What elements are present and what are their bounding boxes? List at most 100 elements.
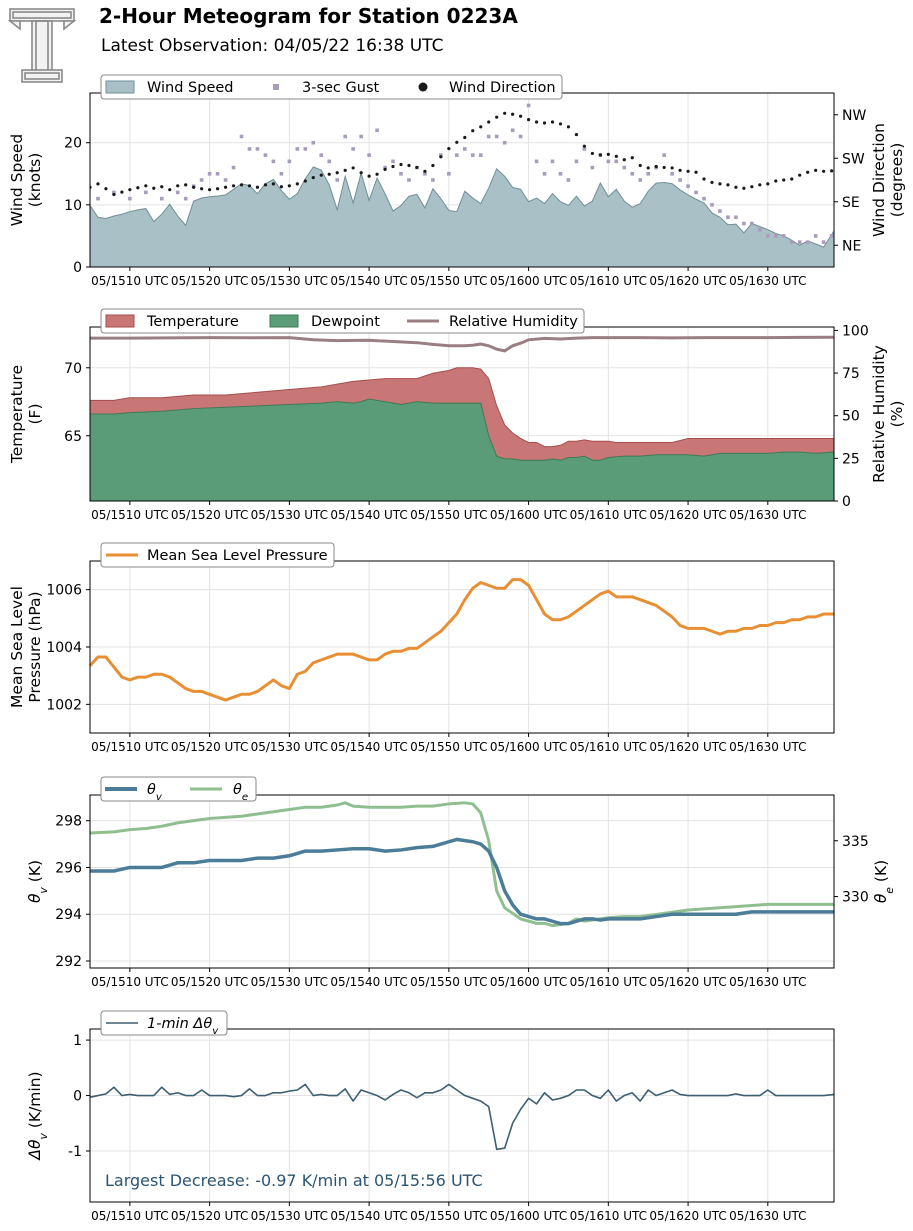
- y-axis-label: Mean Sea Level Pressure (hPa): [8, 586, 44, 708]
- legend-label: Temperature: [146, 314, 239, 330]
- legend: Temperature Dewpoint Relative Humidity: [100, 308, 585, 334]
- y-tick-label: 65: [64, 429, 82, 445]
- theta-v-line: [90, 837, 834, 926]
- y2-tick-label: 100: [842, 323, 869, 339]
- gust-point: [718, 209, 722, 213]
- x-tick-label: 05/1520 UTC: [171, 274, 248, 288]
- y-tick-label: 0: [73, 260, 82, 276]
- gust-point: [478, 153, 483, 157]
- direction-point: [359, 171, 363, 175]
- legend-swatch: [269, 314, 299, 328]
- legend: Wind Speed 3-sec Gust Wind Direction: [100, 74, 563, 100]
- y-axis-label-line: (F): [26, 403, 44, 424]
- direction-point: [319, 173, 323, 177]
- x-tick-label: 05/1510 UTC: [91, 274, 168, 288]
- y-axis-label: Temperature (F): [8, 365, 44, 464]
- y-tick-label: 296: [55, 860, 82, 876]
- gust-point: [781, 234, 786, 238]
- y2-axis-label: Relative Humidity (%): [870, 345, 906, 483]
- direction-point: [383, 167, 387, 171]
- legend-label: Wind Direction: [449, 80, 556, 96]
- plot-frame: [89, 794, 835, 969]
- direction-point: [447, 146, 451, 151]
- x-tick-label: 05/1530 UTC: [251, 508, 328, 522]
- gust-point: [383, 165, 387, 170]
- gust-point: [303, 147, 308, 151]
- y-tick-label: 70: [64, 361, 82, 377]
- y-tick-label: 1004: [46, 640, 82, 656]
- gust-point: [199, 178, 204, 182]
- direction-point: [431, 163, 435, 168]
- temperature-data: [90, 335, 834, 501]
- legend-frame: [100, 776, 257, 802]
- gust-point: [726, 215, 730, 220]
- direction-point: [678, 168, 682, 172]
- x-tick-label: 05/1610 UTC: [570, 740, 647, 754]
- direction-point: [582, 144, 587, 148]
- x-tick-label: 05/1540 UTC: [330, 975, 407, 989]
- x-tick-label: 05/1620 UTC: [649, 1209, 726, 1223]
- delta-theta-line: [89, 1083, 835, 1151]
- y-tick-label: -1: [68, 1144, 82, 1160]
- x-tick-label: 05/1540 UTC: [330, 508, 407, 522]
- gust-point: [183, 196, 188, 201]
- gust-point: [813, 234, 818, 238]
- gust-point: [96, 196, 100, 201]
- gust-point: [694, 190, 698, 195]
- legend-label: Wind Speed: [147, 80, 234, 96]
- direction-point: [215, 187, 220, 191]
- x-tick-label: 05/1530 UTC: [251, 274, 328, 288]
- x-tick-label: 05/1550 UTC: [410, 1209, 487, 1223]
- gust-point: [343, 134, 347, 139]
- x-tick-label: 05/1510 UTC: [91, 1209, 168, 1223]
- gust-point: [742, 221, 746, 226]
- y-axis-label-line: Δθv (K/min): [26, 1071, 50, 1160]
- direction-point: [598, 153, 602, 157]
- y2-tick-label: NW: [842, 108, 866, 124]
- gust-point: [710, 203, 714, 207]
- gust-point: [773, 234, 778, 238]
- direction-point: [806, 170, 810, 174]
- direction-point: [782, 178, 786, 182]
- legend-frame: [100, 1010, 228, 1036]
- theta-e-line: [89, 801, 834, 928]
- gust-point: [542, 171, 547, 176]
- legend: 1-min Δθv: [100, 1010, 228, 1037]
- y-tick-label: 298: [55, 814, 82, 830]
- x-tick-label: 05/1610 UTC: [570, 274, 647, 288]
- gust-point: [255, 147, 260, 151]
- gust-point: [821, 240, 826, 244]
- direction-point: [622, 158, 626, 162]
- gust-point: [758, 227, 762, 232]
- direction-point: [247, 184, 252, 188]
- direction-point: [375, 172, 379, 176]
- y2-axis-label-line: Wind Direction: [870, 123, 888, 237]
- gust-point: [271, 159, 276, 164]
- y2-tick-label: 25: [842, 451, 860, 467]
- gust-point: [630, 171, 635, 176]
- gust-point: [112, 190, 116, 195]
- x-tick-label: 05/1630 UTC: [729, 1209, 806, 1223]
- x-tick-label: 05/1520 UTC: [171, 975, 248, 989]
- direction-point: [614, 154, 618, 158]
- legend-label: θv: [147, 782, 163, 803]
- direction-point: [814, 168, 818, 172]
- direction-point: [455, 140, 459, 144]
- gust-point: [287, 159, 292, 164]
- legend-label: θe: [233, 782, 248, 803]
- x-tick-label: 05/1510 UTC: [91, 508, 168, 522]
- direction-point: [726, 183, 730, 187]
- gust-point: [175, 190, 180, 195]
- direction-point: [407, 163, 411, 168]
- direction-point: [479, 125, 483, 129]
- direction-point: [231, 184, 236, 188]
- gust-point: [526, 103, 531, 108]
- y-axis-label: Wind Speed (knots): [8, 134, 44, 226]
- y2-axis-label-line: θe (K): [872, 860, 896, 903]
- direction-point: [303, 179, 307, 183]
- x-tick-label: 05/1550 UTC: [410, 740, 487, 754]
- y-tick-label: 294: [55, 907, 82, 923]
- wind-data: [90, 103, 834, 267]
- gust-point: [327, 159, 332, 164]
- y-axis-label-line: Temperature: [8, 365, 26, 464]
